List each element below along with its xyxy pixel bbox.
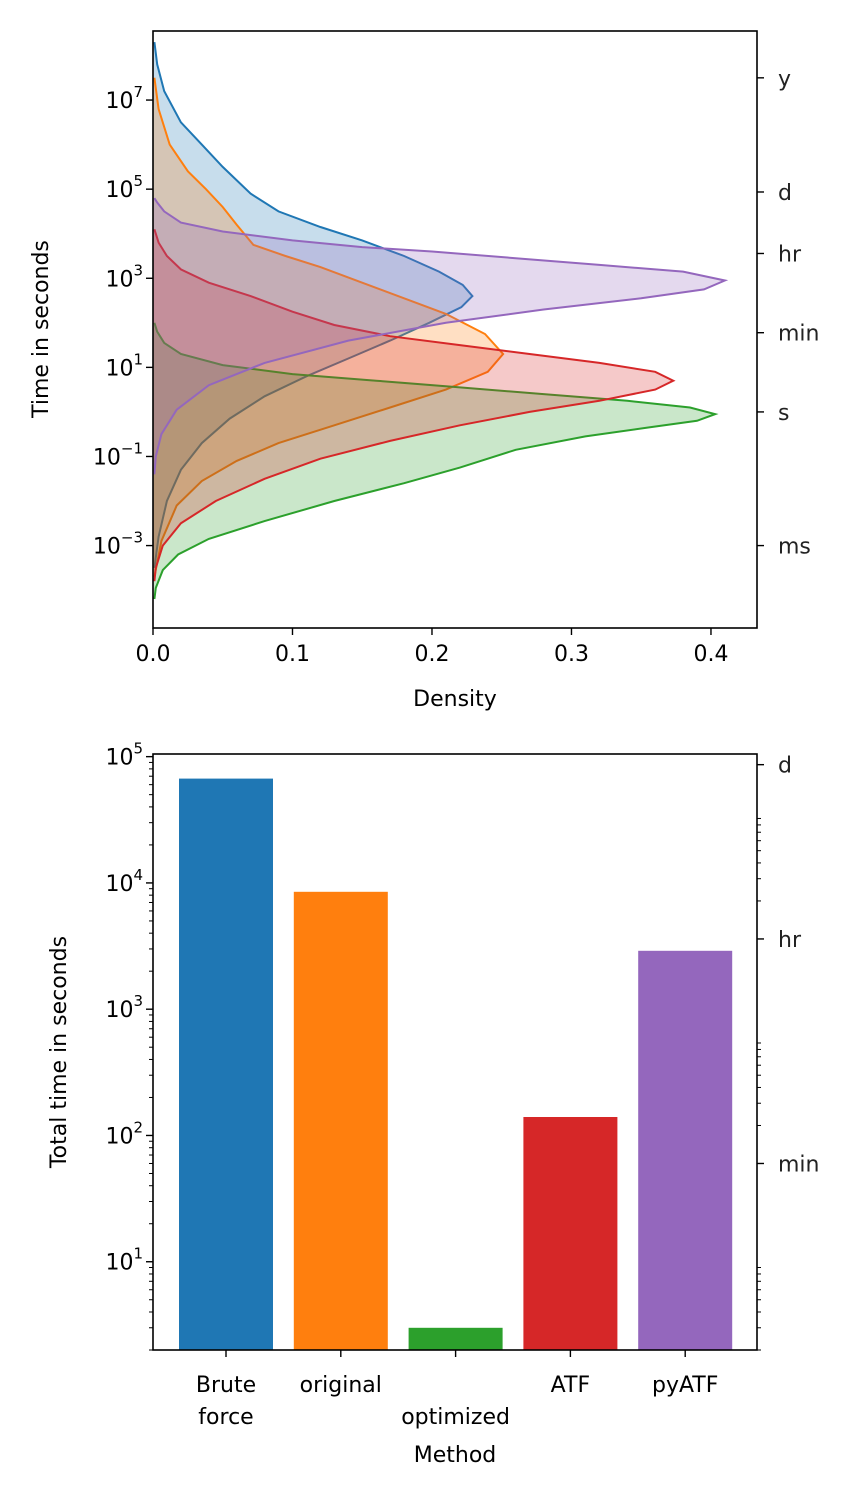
- secondary-y-tick-label: hr: [778, 928, 802, 953]
- y-tick-label: 103: [105, 261, 143, 292]
- y-tick-base: 10: [105, 1251, 133, 1276]
- y-tick-label: 101: [105, 1245, 143, 1276]
- density-area-fill: [153, 229, 674, 582]
- y-tick-label: 107: [105, 83, 143, 114]
- density-curve: [153, 322, 719, 600]
- bar: [293, 891, 388, 1350]
- density-secondary-y-axis: y d hr min s ms: [757, 67, 820, 560]
- y-tick-label: 102: [105, 1118, 143, 1149]
- y-tick-exponent: 1: [133, 1245, 143, 1263]
- secondary-y-tick-label: d: [778, 181, 792, 206]
- density-x-axis-title: Density: [413, 687, 497, 712]
- y-tick-base: 10: [93, 535, 121, 560]
- total-time-y-axis-title: Total time in seconds: [47, 936, 72, 1169]
- y-tick-base: 10: [105, 1124, 133, 1149]
- y-tick-exponent: 5: [133, 172, 143, 190]
- y-tick-label: 10−3: [93, 529, 143, 560]
- density-area-fill: [153, 322, 716, 599]
- secondary-y-tick-label: hr: [778, 242, 802, 267]
- secondary-y-tick-label: ms: [778, 535, 811, 560]
- density-curve: [153, 77, 505, 577]
- density-plot-frame: [152, 30, 758, 629]
- y-tick-base: 10: [105, 267, 133, 292]
- secondary-y-tick-label: d: [778, 754, 792, 779]
- x-tick-label: 0.4: [693, 642, 728, 667]
- y-tick-base: 10: [93, 445, 121, 470]
- total-time-x-axis-title: Method: [414, 1443, 497, 1468]
- density-area-fill: [153, 198, 725, 475]
- category-label: Brute: [196, 1373, 256, 1398]
- category-label: force: [198, 1405, 253, 1430]
- y-tick-base: 10: [105, 872, 133, 897]
- y-tick-exponent: 7: [133, 83, 143, 101]
- y-tick-base: 10: [105, 746, 133, 771]
- secondary-y-tick-label: y: [778, 67, 791, 92]
- y-tick-label: 103: [105, 992, 143, 1023]
- density-area-fill: [153, 42, 473, 568]
- secondary-y-tick-label: min: [778, 322, 820, 347]
- y-tick-exponent: −1: [121, 439, 143, 457]
- x-tick-label: 0.1: [275, 642, 310, 667]
- y-tick-exponent: 4: [133, 866, 143, 884]
- y-tick-exponent: 1: [133, 350, 143, 368]
- y-tick-label: 10−1: [93, 439, 143, 470]
- y-tick-exponent: 2: [133, 1118, 143, 1136]
- total-time-secondary-y-axis: d hr min: [757, 754, 820, 1351]
- total-time-bars: [179, 778, 733, 1350]
- density-y-axis-title: Time in seconds: [29, 240, 54, 419]
- y-tick-exponent: 3: [133, 261, 143, 279]
- x-tick-label: 0.3: [554, 642, 589, 667]
- total-time-x-axis: Brute force original optimized ATF pyATF: [196, 1350, 718, 1430]
- category-label: ATF: [551, 1373, 590, 1398]
- density-curve: [153, 41, 474, 569]
- x-tick-label: 0.2: [414, 642, 449, 667]
- y-tick-exponent: −3: [121, 529, 143, 547]
- y-tick-exponent: 5: [133, 740, 143, 758]
- bar: [408, 1327, 503, 1350]
- density-areas: [153, 41, 729, 600]
- y-tick-base: 10: [105, 178, 133, 203]
- bar: [638, 950, 733, 1350]
- bar: [523, 1117, 618, 1350]
- y-tick-label: 104: [105, 866, 143, 897]
- category-label: pyATF: [652, 1373, 718, 1398]
- secondary-y-tick-label: s: [778, 401, 789, 426]
- density-area-fill: [153, 77, 504, 577]
- y-tick-base: 10: [105, 356, 133, 381]
- density-curve: [153, 228, 676, 582]
- category-label: optimized: [401, 1405, 510, 1430]
- x-tick-label: 0.0: [136, 642, 171, 667]
- y-tick-base: 10: [105, 89, 133, 114]
- y-tick-label: 101: [105, 350, 143, 381]
- bar: [179, 778, 273, 1350]
- density-curve: [153, 197, 729, 475]
- density-x-axis: 0.0 0.1 0.2 0.3 0.4: [136, 628, 728, 667]
- secondary-y-tick-label: min: [778, 1152, 820, 1177]
- y-tick-label: 105: [105, 740, 143, 771]
- y-tick-base: 10: [105, 998, 133, 1023]
- y-tick-label: 105: [105, 172, 143, 203]
- category-label: original: [300, 1373, 382, 1398]
- y-tick-exponent: 3: [133, 992, 143, 1010]
